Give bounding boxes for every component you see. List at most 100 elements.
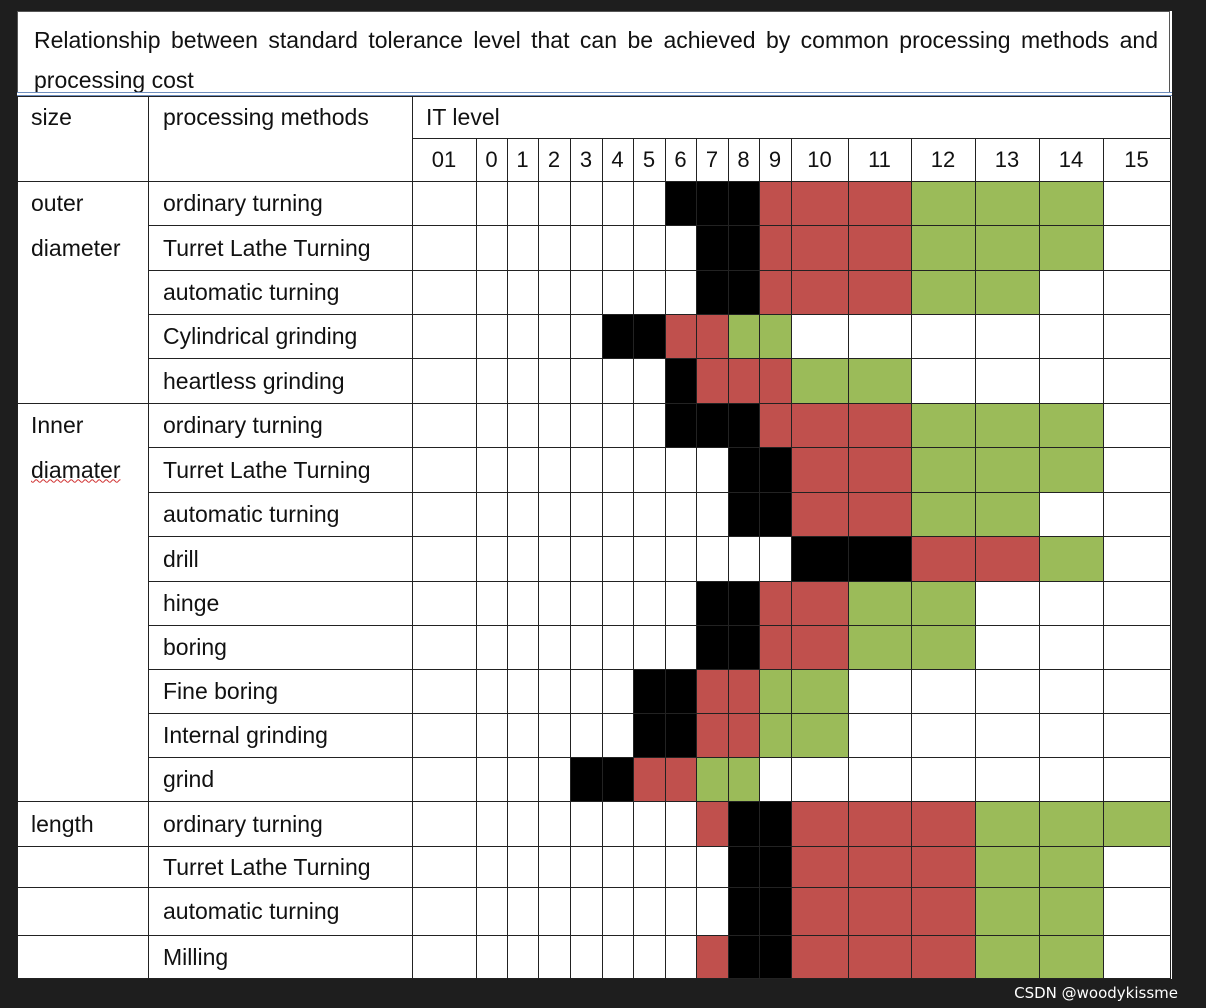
tolerance-cell xyxy=(728,887,759,935)
grid-line xyxy=(17,181,1171,182)
processing-method-label: ordinary turning xyxy=(163,810,323,837)
grid-line xyxy=(148,96,149,979)
tolerance-cell xyxy=(728,270,759,314)
tolerance-cell xyxy=(975,492,1039,536)
tolerance-cell xyxy=(1039,536,1103,581)
tolerance-cell xyxy=(911,801,975,846)
tolerance-cell xyxy=(759,447,791,492)
tolerance-cell xyxy=(696,181,728,225)
tolerance-cell xyxy=(665,403,696,447)
it-level-header: 01 xyxy=(431,147,457,172)
it-level-header: 10 xyxy=(807,147,832,172)
grid-line xyxy=(570,138,571,979)
tolerance-cell xyxy=(696,358,728,403)
tolerance-cell xyxy=(848,181,911,225)
it-level-header: 5 xyxy=(642,147,656,172)
tolerance-cell xyxy=(791,625,848,669)
tolerance-cell xyxy=(759,492,791,536)
tolerance-cell xyxy=(911,625,975,669)
tolerance-cell xyxy=(791,536,848,581)
grid-line xyxy=(148,225,1171,226)
tolerance-cell xyxy=(696,935,728,978)
tolerance-cell xyxy=(975,403,1039,447)
tolerance-cell xyxy=(665,757,696,801)
processing-method-label: Fine boring xyxy=(163,678,279,704)
header-processing-methods: processing methods xyxy=(163,104,369,130)
it-level-header: 0 xyxy=(485,147,498,172)
tolerance-cell xyxy=(975,846,1039,887)
tolerance-cell xyxy=(791,358,848,403)
tolerance-cell xyxy=(759,314,791,358)
tolerance-cell xyxy=(1039,935,1103,978)
tolerance-cell xyxy=(975,887,1039,935)
tolerance-cell xyxy=(1039,403,1103,447)
processing-method-label: Internal grinding xyxy=(163,722,328,748)
processing-method-label: Turret Lathe Turning xyxy=(163,234,371,261)
tolerance-cell xyxy=(975,181,1039,225)
tolerance-cell xyxy=(975,801,1039,846)
it-level-header: 9 xyxy=(768,147,782,172)
grid-line xyxy=(148,581,1171,582)
processing-method-label: Turret Lathe Turning xyxy=(163,456,371,483)
grid-line xyxy=(17,887,1171,888)
tolerance-cell xyxy=(759,225,791,270)
tolerance-cell xyxy=(911,846,975,887)
grid-line xyxy=(148,270,1171,271)
tolerance-cell xyxy=(696,801,728,846)
grid-line xyxy=(602,138,603,979)
tolerance-cell xyxy=(911,887,975,935)
processing-method-label: heartless grinding xyxy=(163,367,345,394)
grid-line xyxy=(791,138,792,979)
grid-line xyxy=(975,138,976,979)
tolerance-cell xyxy=(665,181,696,225)
tolerance-cell xyxy=(1039,225,1103,270)
tolerance-cell xyxy=(633,713,665,757)
tolerance-cell xyxy=(848,801,911,846)
grid-line xyxy=(1103,138,1104,979)
grid-line xyxy=(17,96,1171,97)
tolerance-cell xyxy=(570,757,602,801)
grid-line xyxy=(17,801,1171,802)
processing-method-label: Turret Lathe Turning xyxy=(163,853,371,880)
tolerance-cell xyxy=(911,581,975,625)
grid-line xyxy=(728,138,729,979)
it-level-header: 11 xyxy=(868,147,891,172)
grid-line xyxy=(507,138,508,979)
it-level-header: 8 xyxy=(737,147,750,172)
grid-line xyxy=(148,757,1171,758)
tolerance-cell xyxy=(848,935,911,978)
grid-line xyxy=(17,846,1171,847)
tolerance-cell xyxy=(759,181,791,225)
title-divider xyxy=(17,95,1172,96)
tolerance-cell xyxy=(728,846,759,887)
grid-line xyxy=(148,358,1171,359)
processing-method-label: drill xyxy=(163,545,199,572)
tolerance-cell xyxy=(696,314,728,358)
grid-line xyxy=(17,96,18,979)
tolerance-cell xyxy=(728,358,759,403)
tolerance-cell xyxy=(791,713,848,757)
tolerance-cell xyxy=(602,757,633,801)
tolerance-cell xyxy=(791,801,848,846)
processing-method-label: ordinary turning xyxy=(163,190,323,216)
tolerance-cell xyxy=(791,887,848,935)
grid-line xyxy=(148,625,1171,626)
tolerance-cell xyxy=(848,846,911,887)
tolerance-cell xyxy=(759,887,791,935)
tolerance-cell xyxy=(848,536,911,581)
header-size: size xyxy=(31,104,72,130)
it-level-header: 2 xyxy=(547,147,561,172)
watermark: CSDN @woodykissme xyxy=(1014,984,1178,1002)
tolerance-cell xyxy=(696,757,728,801)
grid-line xyxy=(148,447,1171,448)
it-level-header: 12 xyxy=(930,147,956,172)
tolerance-cell xyxy=(728,801,759,846)
processing-method-label: hinge xyxy=(163,590,220,616)
grid-line xyxy=(476,138,477,979)
tolerance-cell xyxy=(759,358,791,403)
tolerance-grid: size processing methods IT level 01 0 1 2 3 4… xyxy=(17,11,1172,979)
tolerance-cell xyxy=(911,536,975,581)
grid-line xyxy=(633,138,634,979)
tolerance-cell xyxy=(728,669,759,713)
tolerance-cell xyxy=(911,225,975,270)
